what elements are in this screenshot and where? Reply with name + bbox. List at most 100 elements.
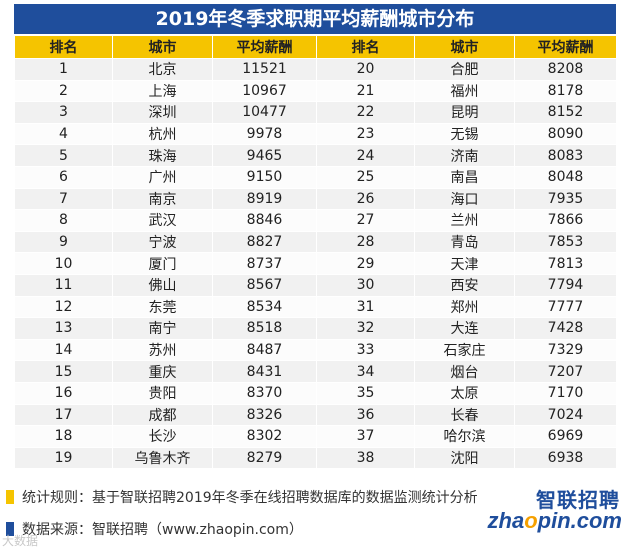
salary-right-cell: 7329 [514,338,617,362]
rank-left-cell: 12 [14,295,113,319]
header-salary-left: 平均薪酬 [212,35,317,59]
source-note-text: 数据来源：智联招聘（www.zhaopin.com） [22,522,303,538]
salary-right-cell: 6938 [514,446,617,470]
rank-right-cell: 32 [316,317,415,340]
city-left-cell: 重庆 [112,360,213,383]
city-right-cell: 天津 [414,252,515,275]
rank-left-cell: 16 [14,381,113,405]
table-row: 18 长沙 8302 37 哈尔滨 6969 [14,425,617,448]
city-left-cell: 南京 [112,187,213,211]
table-row: 7 南京 8919 26 海口 7935 [14,187,617,211]
rank-right-cell: 21 [316,79,415,103]
table-row: 19 乌鲁木齐 8279 38 沈阳 6938 [14,446,617,470]
logo-chinese-text: 智联招聘 [536,488,620,512]
salary-right-cell: 7853 [514,230,617,254]
table-row: 11 佛山 8567 30 西安 7794 [14,273,617,297]
table-row: 9 宁波 8827 28 青岛 7853 [14,230,617,254]
city-right-cell: 烟台 [414,360,515,383]
blue-bullet-icon [6,522,14,536]
rank-right-cell: 36 [316,403,415,427]
city-right-cell: 合肥 [414,58,515,81]
rank-right-cell: 29 [316,252,415,275]
salary-left-cell: 9150 [212,165,317,189]
notes: 统计规则：基于智联招聘2019年冬季在线招聘数据库的数据监测统计分析 数据来源：… [6,487,486,551]
header-city-right: 城市 [414,35,515,59]
salary-left-cell: 8431 [212,360,317,383]
rank-right-cell: 31 [316,295,415,319]
table-row: 5 珠海 9465 24 济南 8083 [14,144,617,167]
salary-right-cell: 6969 [514,425,617,448]
salary-left-cell: 8279 [212,446,317,470]
rank-left-cell: 1 [14,58,113,81]
salary-left-cell: 8737 [212,252,317,275]
city-left-cell: 厦门 [112,252,213,275]
city-right-cell: 大连 [414,317,515,340]
salary-right-cell: 7866 [514,209,617,232]
rank-right-cell: 34 [316,360,415,383]
city-right-cell: 石家庄 [414,338,515,362]
rank-left-cell: 6 [14,165,113,189]
rank-left-cell: 2 [14,79,113,103]
yellow-bullet-icon [6,490,14,504]
city-right-cell: 兰州 [414,209,515,232]
table-row: 17 成都 8326 36 长春 7024 [14,403,617,427]
rank-left-cell: 18 [14,425,113,448]
method-note-text: 统计规则：基于智联招聘2019年冬季在线招聘数据库的数据监测统计分析 [22,490,478,506]
logo-en-suffix: pin.com [537,508,622,533]
salary-right-cell: 8083 [514,144,617,167]
rank-left-cell: 9 [14,230,113,254]
logo-en-o: o [524,508,538,533]
table-row: 12 东莞 8534 31 郑州 7777 [14,295,617,319]
salary-left-cell: 8846 [212,209,317,232]
salary-right-cell: 7170 [514,381,617,405]
city-left-cell: 杭州 [112,122,213,146]
city-left-cell: 上海 [112,79,213,103]
salary-left-cell: 8827 [212,230,317,254]
salary-left-cell: 8534 [212,295,317,319]
city-left-cell: 乌鲁木齐 [112,446,213,470]
rank-left-cell: 5 [14,144,113,167]
city-left-cell: 长沙 [112,425,213,448]
rank-right-cell: 25 [316,165,415,189]
salary-right-cell: 8048 [514,165,617,189]
city-left-cell: 广州 [112,165,213,189]
salary-right-cell: 7207 [514,360,617,383]
city-right-cell: 南昌 [414,165,515,189]
rank-right-cell: 20 [316,58,415,81]
rank-right-cell: 23 [316,122,415,146]
logo-en-prefix: zha [487,508,525,533]
rank-right-cell: 26 [316,187,415,211]
table-row: 14 苏州 8487 33 石家庄 7329 [14,338,617,362]
rank-left-cell: 10 [14,252,113,275]
rank-right-cell: 37 [316,425,415,448]
city-left-cell: 北京 [112,58,213,81]
rank-left-cell: 4 [14,122,113,146]
salary-right-cell: 7813 [514,252,617,275]
salary-right-cell: 8208 [514,58,617,81]
table-row: 15 重庆 8431 34 烟台 7207 [14,360,617,383]
salary-right-cell: 8090 [514,122,617,146]
table-body: 1 北京 11521 20 合肥 8208 2 上海 10967 21 福州 8178 3 深圳 10477… [14,58,617,470]
city-right-cell: 长春 [414,403,515,427]
header-city-left: 城市 [112,35,213,59]
salary-right-cell: 8152 [514,101,617,124]
page-title: 2019年冬季求职期平均薪酬城市分布 [14,4,616,34]
rank-left-cell: 3 [14,101,113,124]
salary-left-cell: 8370 [212,381,317,405]
city-right-cell: 郑州 [414,295,515,319]
rank-right-cell: 24 [316,144,415,167]
salary-left-cell: 9978 [212,122,317,146]
city-right-cell: 沈阳 [414,446,515,470]
city-left-cell: 深圳 [112,101,213,124]
method-note: 统计规则：基于智联招聘2019年冬季在线招聘数据库的数据监测统计分析 [6,487,486,507]
rank-left-cell: 8 [14,209,113,232]
city-right-cell: 昆明 [414,101,515,124]
salary-right-cell: 7024 [514,403,617,427]
salary-table: 排名 城市 平均薪酬 排名 城市 平均薪酬 1 北京 11521 20 合肥 8208 2 上… [14,35,617,470]
table-row: 13 南宁 8518 32 大连 7428 [14,317,617,340]
salary-left-cell: 10477 [212,101,317,124]
city-left-cell: 成都 [112,403,213,427]
salary-left-cell: 10967 [212,79,317,103]
table-row: 2 上海 10967 21 福州 8178 [14,79,617,103]
city-left-cell: 南宁 [112,317,213,340]
